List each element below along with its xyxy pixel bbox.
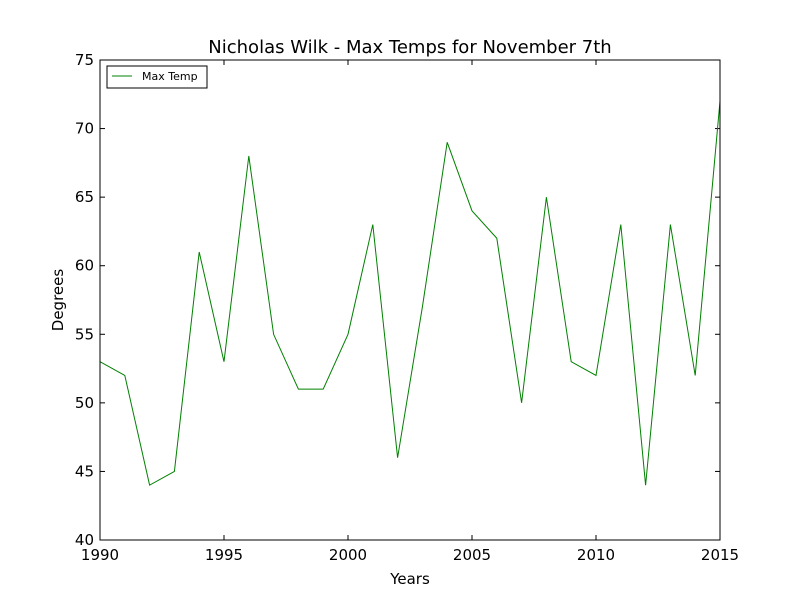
y-tick-label: 70 xyxy=(75,120,94,138)
chart-title: Nicholas Wilk - Max Temps for November 7… xyxy=(208,37,611,58)
legend-box xyxy=(106,65,208,89)
x-tick-label: 1990 xyxy=(81,546,119,564)
axis-ticks: 1990 1995 2000 2005 2010 2015 40 45 50 55 60 65 70 75 xyxy=(75,51,739,564)
y-tick-label: 55 xyxy=(75,325,94,343)
y-tick-label: 65 xyxy=(75,188,94,206)
x-axis-label: Years xyxy=(389,570,430,588)
x-tick-label: 1995 xyxy=(205,546,243,564)
y-tick-label: 60 xyxy=(75,257,94,275)
y-tick-label: 45 xyxy=(75,462,94,480)
y-tick-label: 75 xyxy=(75,51,94,69)
series-line-max-temp xyxy=(99,101,721,486)
y-tick-label: 50 xyxy=(75,394,94,412)
y-tick-label: 40 xyxy=(75,531,94,549)
legend-label-max-temp: Max Temp xyxy=(142,70,198,83)
x-tick-label: 2015 xyxy=(701,546,739,564)
y-axis-label: Degrees xyxy=(49,269,67,332)
series-layer xyxy=(99,101,721,486)
legend: Max Temp xyxy=(106,65,208,89)
x-tick-label: 2005 xyxy=(453,546,491,564)
x-tick-label: 2000 xyxy=(329,546,367,564)
plot-area-frame xyxy=(99,59,721,541)
x-tick-label: 2010 xyxy=(577,546,615,564)
